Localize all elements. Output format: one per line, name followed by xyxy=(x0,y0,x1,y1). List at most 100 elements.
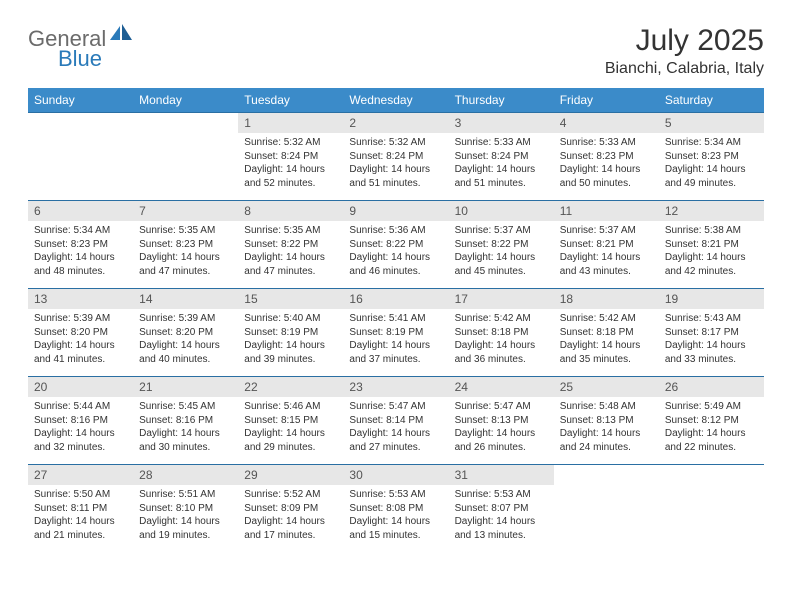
day-details: Sunrise: 5:46 AMSunset: 8:15 PMDaylight:… xyxy=(238,397,343,458)
day-cell: 5Sunrise: 5:34 AMSunset: 8:23 PMDaylight… xyxy=(659,113,764,201)
day-details: Sunrise: 5:41 AMSunset: 8:19 PMDaylight:… xyxy=(343,309,448,370)
day-details: Sunrise: 5:34 AMSunset: 8:23 PMDaylight:… xyxy=(659,133,764,194)
day-number: 7 xyxy=(133,201,238,221)
logo-text-blue: Blue xyxy=(58,46,102,72)
day-details: Sunrise: 5:37 AMSunset: 8:22 PMDaylight:… xyxy=(449,221,554,282)
day-number: 27 xyxy=(28,465,133,485)
day-details: Sunrise: 5:50 AMSunset: 8:11 PMDaylight:… xyxy=(28,485,133,546)
calendar-page: General Blue July 2025 Bianchi, Calabria… xyxy=(0,0,792,577)
day-cell: 17Sunrise: 5:42 AMSunset: 8:18 PMDayligh… xyxy=(449,289,554,377)
calendar-table: SundayMondayTuesdayWednesdayThursdayFrid… xyxy=(28,88,764,553)
location-subtitle: Bianchi, Calabria, Italy xyxy=(605,60,764,78)
weekday-header: Saturday xyxy=(659,88,764,113)
day-number: 28 xyxy=(133,465,238,485)
day-details: Sunrise: 5:51 AMSunset: 8:10 PMDaylight:… xyxy=(133,485,238,546)
day-details: Sunrise: 5:43 AMSunset: 8:17 PMDaylight:… xyxy=(659,309,764,370)
day-details: Sunrise: 5:39 AMSunset: 8:20 PMDaylight:… xyxy=(133,309,238,370)
day-number: 12 xyxy=(659,201,764,221)
day-number: 31 xyxy=(449,465,554,485)
day-details: Sunrise: 5:39 AMSunset: 8:20 PMDaylight:… xyxy=(28,309,133,370)
day-cell: 7Sunrise: 5:35 AMSunset: 8:23 PMDaylight… xyxy=(133,201,238,289)
day-number: 23 xyxy=(343,377,448,397)
day-cell: 8Sunrise: 5:35 AMSunset: 8:22 PMDaylight… xyxy=(238,201,343,289)
day-cell: 3Sunrise: 5:33 AMSunset: 8:24 PMDaylight… xyxy=(449,113,554,201)
day-number: 17 xyxy=(449,289,554,309)
day-number: 8 xyxy=(238,201,343,221)
day-number: 24 xyxy=(449,377,554,397)
empty-day-cell xyxy=(133,113,238,201)
day-cell: 4Sunrise: 5:33 AMSunset: 8:23 PMDaylight… xyxy=(554,113,659,201)
day-cell: 27Sunrise: 5:50 AMSunset: 8:11 PMDayligh… xyxy=(28,465,133,553)
page-header: General Blue July 2025 Bianchi, Calabria… xyxy=(28,24,764,78)
day-details: Sunrise: 5:52 AMSunset: 8:09 PMDaylight:… xyxy=(238,485,343,546)
calendar-body: 1Sunrise: 5:32 AMSunset: 8:24 PMDaylight… xyxy=(28,113,764,553)
weekday-header-row: SundayMondayTuesdayWednesdayThursdayFrid… xyxy=(28,88,764,113)
day-cell: 23Sunrise: 5:47 AMSunset: 8:14 PMDayligh… xyxy=(343,377,448,465)
day-cell: 1Sunrise: 5:32 AMSunset: 8:24 PMDaylight… xyxy=(238,113,343,201)
day-details: Sunrise: 5:47 AMSunset: 8:13 PMDaylight:… xyxy=(449,397,554,458)
day-details: Sunrise: 5:34 AMSunset: 8:23 PMDaylight:… xyxy=(28,221,133,282)
weekday-header: Thursday xyxy=(449,88,554,113)
logo: General Blue xyxy=(28,24,134,53)
day-cell: 19Sunrise: 5:43 AMSunset: 8:17 PMDayligh… xyxy=(659,289,764,377)
day-details: Sunrise: 5:47 AMSunset: 8:14 PMDaylight:… xyxy=(343,397,448,458)
day-number: 29 xyxy=(238,465,343,485)
day-cell: 2Sunrise: 5:32 AMSunset: 8:24 PMDaylight… xyxy=(343,113,448,201)
day-cell: 30Sunrise: 5:53 AMSunset: 8:08 PMDayligh… xyxy=(343,465,448,553)
day-details: Sunrise: 5:49 AMSunset: 8:12 PMDaylight:… xyxy=(659,397,764,458)
day-number: 21 xyxy=(133,377,238,397)
day-cell: 10Sunrise: 5:37 AMSunset: 8:22 PMDayligh… xyxy=(449,201,554,289)
day-number: 4 xyxy=(554,113,659,133)
month-title: July 2025 xyxy=(605,24,764,58)
day-details: Sunrise: 5:32 AMSunset: 8:24 PMDaylight:… xyxy=(343,133,448,194)
weekday-header: Wednesday xyxy=(343,88,448,113)
day-cell: 6Sunrise: 5:34 AMSunset: 8:23 PMDaylight… xyxy=(28,201,133,289)
day-cell: 31Sunrise: 5:53 AMSunset: 8:07 PMDayligh… xyxy=(449,465,554,553)
weekday-header: Tuesday xyxy=(238,88,343,113)
day-number: 5 xyxy=(659,113,764,133)
day-number: 25 xyxy=(554,377,659,397)
day-number: 11 xyxy=(554,201,659,221)
day-number: 26 xyxy=(659,377,764,397)
day-number: 6 xyxy=(28,201,133,221)
day-number: 18 xyxy=(554,289,659,309)
day-cell: 9Sunrise: 5:36 AMSunset: 8:22 PMDaylight… xyxy=(343,201,448,289)
week-row: 27Sunrise: 5:50 AMSunset: 8:11 PMDayligh… xyxy=(28,465,764,553)
day-details: Sunrise: 5:53 AMSunset: 8:07 PMDaylight:… xyxy=(449,485,554,546)
day-number: 16 xyxy=(343,289,448,309)
day-details: Sunrise: 5:42 AMSunset: 8:18 PMDaylight:… xyxy=(449,309,554,370)
day-details: Sunrise: 5:53 AMSunset: 8:08 PMDaylight:… xyxy=(343,485,448,546)
day-cell: 12Sunrise: 5:38 AMSunset: 8:21 PMDayligh… xyxy=(659,201,764,289)
day-cell: 26Sunrise: 5:49 AMSunset: 8:12 PMDayligh… xyxy=(659,377,764,465)
day-details: Sunrise: 5:44 AMSunset: 8:16 PMDaylight:… xyxy=(28,397,133,458)
day-cell: 29Sunrise: 5:52 AMSunset: 8:09 PMDayligh… xyxy=(238,465,343,553)
week-row: 20Sunrise: 5:44 AMSunset: 8:16 PMDayligh… xyxy=(28,377,764,465)
day-details: Sunrise: 5:35 AMSunset: 8:23 PMDaylight:… xyxy=(133,221,238,282)
day-cell: 15Sunrise: 5:40 AMSunset: 8:19 PMDayligh… xyxy=(238,289,343,377)
day-number: 13 xyxy=(28,289,133,309)
day-cell: 13Sunrise: 5:39 AMSunset: 8:20 PMDayligh… xyxy=(28,289,133,377)
day-number: 10 xyxy=(449,201,554,221)
day-cell: 22Sunrise: 5:46 AMSunset: 8:15 PMDayligh… xyxy=(238,377,343,465)
day-cell: 18Sunrise: 5:42 AMSunset: 8:18 PMDayligh… xyxy=(554,289,659,377)
day-cell: 11Sunrise: 5:37 AMSunset: 8:21 PMDayligh… xyxy=(554,201,659,289)
day-cell: 24Sunrise: 5:47 AMSunset: 8:13 PMDayligh… xyxy=(449,377,554,465)
day-cell: 20Sunrise: 5:44 AMSunset: 8:16 PMDayligh… xyxy=(28,377,133,465)
logo-sail-icon xyxy=(110,24,132,47)
empty-day-cell xyxy=(659,465,764,553)
day-number: 2 xyxy=(343,113,448,133)
empty-day-cell xyxy=(28,113,133,201)
day-cell: 14Sunrise: 5:39 AMSunset: 8:20 PMDayligh… xyxy=(133,289,238,377)
day-cell: 25Sunrise: 5:48 AMSunset: 8:13 PMDayligh… xyxy=(554,377,659,465)
day-details: Sunrise: 5:35 AMSunset: 8:22 PMDaylight:… xyxy=(238,221,343,282)
day-details: Sunrise: 5:33 AMSunset: 8:23 PMDaylight:… xyxy=(554,133,659,194)
week-row: 1Sunrise: 5:32 AMSunset: 8:24 PMDaylight… xyxy=(28,113,764,201)
day-details: Sunrise: 5:45 AMSunset: 8:16 PMDaylight:… xyxy=(133,397,238,458)
day-number: 15 xyxy=(238,289,343,309)
day-cell: 16Sunrise: 5:41 AMSunset: 8:19 PMDayligh… xyxy=(343,289,448,377)
day-number: 19 xyxy=(659,289,764,309)
day-details: Sunrise: 5:38 AMSunset: 8:21 PMDaylight:… xyxy=(659,221,764,282)
day-number: 9 xyxy=(343,201,448,221)
title-block: July 2025 Bianchi, Calabria, Italy xyxy=(605,24,764,78)
day-details: Sunrise: 5:42 AMSunset: 8:18 PMDaylight:… xyxy=(554,309,659,370)
